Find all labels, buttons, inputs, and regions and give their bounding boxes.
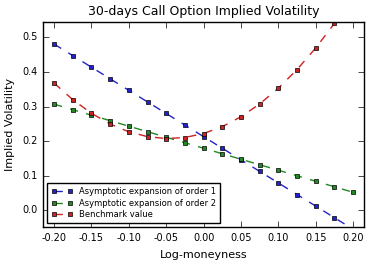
Asymptotic expansion of order 1: [201, 135, 206, 138]
Asymptotic expansion of order 2: [71, 108, 75, 111]
Asymptotic expansion of order 1: [332, 216, 337, 219]
X-axis label: Log-moneyness: Log-moneyness: [160, 250, 248, 260]
Asymptotic expansion of order 1: [145, 100, 150, 104]
Line: Asymptotic expansion of order 1: Asymptotic expansion of order 1: [52, 42, 355, 231]
Asymptotic expansion of order 1: [258, 170, 262, 173]
Asymptotic expansion of order 1: [276, 181, 280, 184]
Asymptotic expansion of order 1: [89, 66, 94, 69]
Benchmark value: [164, 137, 168, 140]
Asymptotic expansion of order 1: [164, 112, 168, 115]
Asymptotic expansion of order 1: [313, 205, 318, 208]
Asymptotic expansion of order 1: [183, 123, 187, 127]
Asymptotic expansion of order 2: [164, 136, 168, 139]
Asymptotic expansion of order 2: [332, 185, 337, 188]
Benchmark value: [276, 87, 280, 90]
Asymptotic expansion of order 2: [108, 119, 112, 122]
Benchmark value: [201, 132, 206, 135]
Asymptotic expansion of order 2: [351, 191, 355, 194]
Asymptotic expansion of order 1: [127, 89, 131, 92]
Benchmark value: [108, 122, 112, 126]
Line: Asymptotic expansion of order 2: Asymptotic expansion of order 2: [52, 103, 355, 194]
Asymptotic expansion of order 1: [52, 42, 56, 46]
Asymptotic expansion of order 2: [145, 130, 150, 133]
Benchmark value: [313, 46, 318, 50]
Asymptotic expansion of order 2: [127, 125, 131, 128]
Asymptotic expansion of order 2: [276, 169, 280, 172]
Benchmark value: [71, 98, 75, 101]
Asymptotic expansion of order 2: [52, 103, 56, 106]
Legend: Asymptotic expansion of order 1, Asymptotic expansion of order 2, Benchmark valu: Asymptotic expansion of order 1, Asympto…: [47, 183, 220, 223]
Asymptotic expansion of order 2: [258, 163, 262, 166]
Asymptotic expansion of order 2: [89, 114, 94, 117]
Line: Benchmark value: Benchmark value: [52, 0, 355, 140]
Asymptotic expansion of order 1: [295, 193, 299, 196]
Benchmark value: [332, 22, 337, 25]
Asymptotic expansion of order 2: [295, 174, 299, 177]
Asymptotic expansion of order 2: [183, 141, 187, 144]
Benchmark value: [258, 102, 262, 105]
Title: 30-days Call Option Implied Volatility: 30-days Call Option Implied Volatility: [88, 5, 319, 18]
Asymptotic expansion of order 1: [239, 158, 243, 161]
Benchmark value: [183, 136, 187, 139]
Benchmark value: [127, 130, 131, 133]
Benchmark value: [145, 135, 150, 138]
Asymptotic expansion of order 2: [220, 152, 225, 155]
Asymptotic expansion of order 1: [220, 147, 225, 150]
Asymptotic expansion of order 2: [201, 147, 206, 150]
Asymptotic expansion of order 2: [313, 180, 318, 183]
Benchmark value: [239, 115, 243, 118]
Asymptotic expansion of order 1: [108, 77, 112, 80]
Benchmark value: [295, 68, 299, 71]
Y-axis label: Implied Volatility: Implied Volatility: [5, 78, 15, 171]
Asymptotic expansion of order 1: [351, 228, 355, 231]
Asymptotic expansion of order 2: [239, 158, 243, 161]
Benchmark value: [89, 112, 94, 115]
Benchmark value: [52, 82, 56, 85]
Asymptotic expansion of order 1: [71, 54, 75, 57]
Benchmark value: [220, 125, 225, 128]
